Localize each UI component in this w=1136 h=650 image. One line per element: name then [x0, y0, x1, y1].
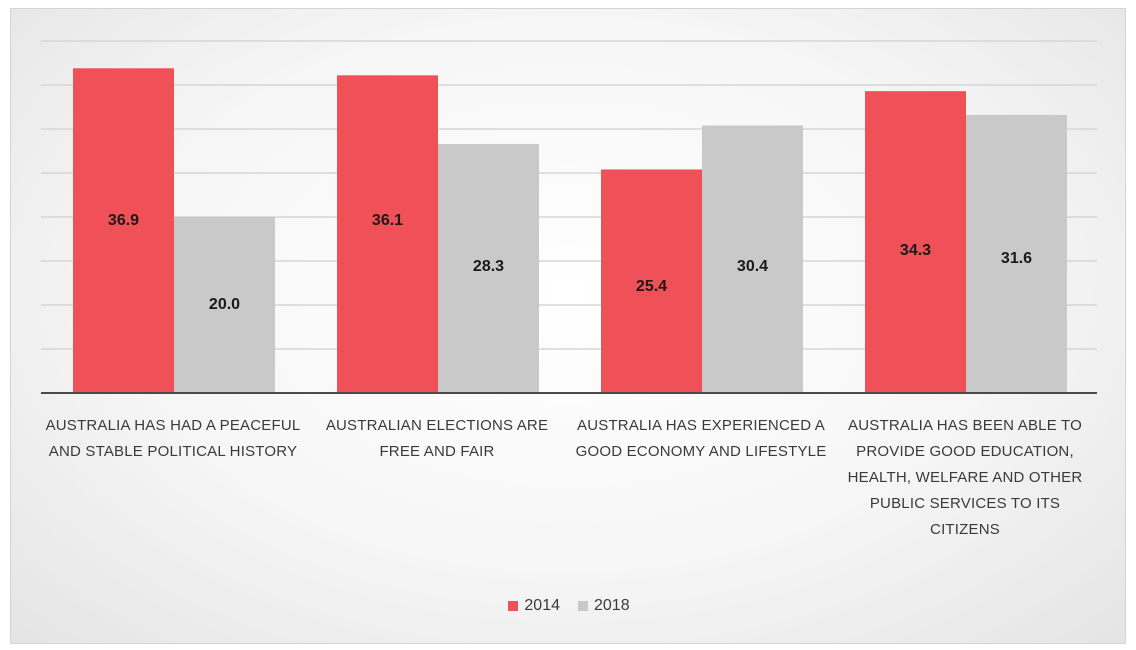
bar-chart: 36.9 20.0 36.1 28.3 25.4 30.4 34.3 31.6 [41, 40, 1097, 394]
bar-2014-3 [601, 169, 702, 393]
data-label-2018-4: 31.6 [1001, 250, 1032, 267]
bar-2014-4 [865, 91, 966, 393]
data-label-2018-1: 20.0 [209, 296, 240, 313]
chart-frame: 36.9 20.0 36.1 28.3 25.4 30.4 34.3 31.6 AUSTRAL… [10, 8, 1126, 644]
legend-swatch-2018 [578, 601, 588, 611]
bar-2018-1 [174, 217, 275, 393]
bar-2014-1 [73, 68, 174, 393]
bar-2018-3 [702, 125, 803, 393]
category-label-1: AUSTRALIA HAS HAD A PEACEFUL AND STABLE … [45, 417, 301, 460]
category-label-3: AUSTRALIA HAS EXPERIENCED A GOOD ECONOMY… [575, 417, 827, 460]
legend: 2014 2018 [11, 597, 1127, 615]
data-label-2014-4: 34.3 [900, 242, 931, 259]
category-label-4: AUSTRALIA HAS BEEN ABLE TO PROVIDE GOOD … [847, 417, 1083, 538]
data-label-2014-1: 36.9 [108, 212, 139, 229]
legend-item-2018: 2018 [578, 597, 630, 615]
legend-item-2014: 2014 [508, 597, 560, 615]
bar-2014-2 [337, 75, 438, 393]
bar-2018-2 [438, 143, 539, 393]
category-label-2: AUSTRALIAN ELECTIONS ARE FREE AND FAIR [325, 417, 549, 460]
bar-2018-4 [966, 114, 1067, 394]
data-label-2018-3: 30.4 [737, 258, 768, 275]
data-label-2014-3: 25.4 [636, 278, 667, 295]
data-label-2014-2: 36.1 [372, 212, 403, 229]
legend-swatch-2014 [508, 601, 519, 611]
data-label-2018-2: 28.3 [473, 258, 504, 275]
legend-label-2018: 2018 [594, 597, 630, 614]
legend-label-2014: 2014 [524, 597, 560, 614]
